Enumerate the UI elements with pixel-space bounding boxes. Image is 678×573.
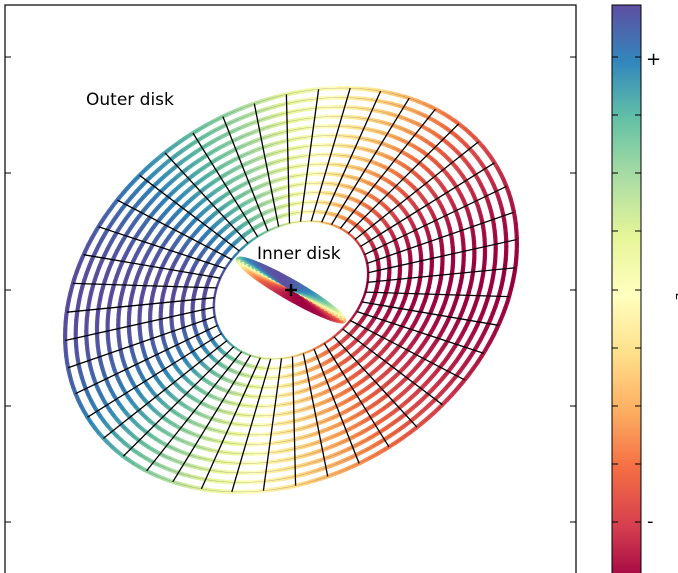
outer-disk-spoke (164, 152, 249, 244)
outer-disk-spoke (285, 94, 291, 224)
outer-disk-spoke (222, 116, 269, 232)
outer-disk-spoke (67, 315, 216, 369)
colorbar-minus-label: - (647, 511, 654, 532)
colorbar: + - z (611, 4, 678, 573)
outer-disk-spoke (310, 87, 351, 222)
outer-disk-spoke (361, 301, 499, 326)
outer-disk-ring-segment (470, 167, 478, 177)
outer-disk-spoke (367, 267, 516, 283)
outer-disk-spoke (253, 103, 280, 227)
outer-disk-ring-segment (441, 186, 449, 195)
outer-disk-spoke (146, 351, 243, 472)
center-plus-marker (285, 284, 297, 296)
outer-disk (62, 85, 520, 494)
inner-disk (235, 256, 347, 324)
outer-disk-spoke (64, 306, 215, 342)
outer-disk-spoke (321, 90, 382, 223)
outer-disk-spoke (75, 324, 218, 395)
outer-disk-spoke (172, 355, 252, 483)
outer-disk-ring-segment (460, 174, 468, 183)
outer-disk-spoke (360, 162, 495, 248)
colorbar-ticks (612, 56, 641, 523)
outer-disk-spoke (262, 358, 283, 491)
outer-disk-spoke (354, 141, 479, 240)
plot-frame (4, 4, 577, 573)
inner-disk-label: Inner disk (257, 244, 341, 264)
outer-disk-spoke (87, 332, 222, 418)
outer-disk-ring-segment (488, 155, 497, 165)
outer-disk-spoke (83, 254, 221, 279)
outer-disk-spoke (333, 336, 418, 428)
outer-disk-ring-segment (358, 243, 362, 248)
outer-disk-spoke (323, 343, 390, 448)
outer-disk-spoke (342, 328, 443, 406)
outer-disk-spoke (347, 123, 460, 234)
outer-disk-spoke (313, 348, 360, 464)
colorbar-axis-label: z (672, 293, 678, 300)
outer-disk-spoke (302, 353, 329, 477)
outer-disk-spoke (291, 356, 297, 486)
outer-disk-spoke (139, 174, 240, 252)
outer-disk-ring-segment (479, 161, 488, 171)
outer-disk-spoke (98, 226, 226, 270)
outer-disk-label: Outer disk (86, 90, 174, 110)
outer-disk-spoke (367, 238, 518, 274)
outer-disk-spoke (350, 319, 465, 381)
outer-disk-spoke (339, 108, 436, 229)
outer-disk-spoke (365, 291, 510, 298)
outer-disk-spoke (231, 358, 272, 493)
outer-disk-spoke (330, 97, 410, 225)
outer-disk-spoke (192, 132, 259, 237)
outer-disk-spoke (66, 297, 215, 313)
outer-disk-spoke (117, 199, 232, 261)
outer-disk-ring-segment (451, 180, 459, 189)
outer-disk-spoke (299, 89, 320, 222)
outer-disk-spoke (200, 357, 261, 490)
outer-disk-spoke (364, 185, 507, 256)
outer-disk-spoke (122, 346, 235, 457)
outer-disk-ring-segment (432, 192, 440, 201)
outer-disk-spoke (356, 310, 484, 354)
colorbar-plus-label: + (646, 49, 661, 70)
outer-disk-ring-segment (423, 199, 430, 207)
outer-disk-spoke (103, 340, 228, 439)
colorbar-fill (611, 4, 642, 573)
outer-disk-spoke (366, 211, 515, 265)
outer-disk-spoke (72, 282, 217, 289)
